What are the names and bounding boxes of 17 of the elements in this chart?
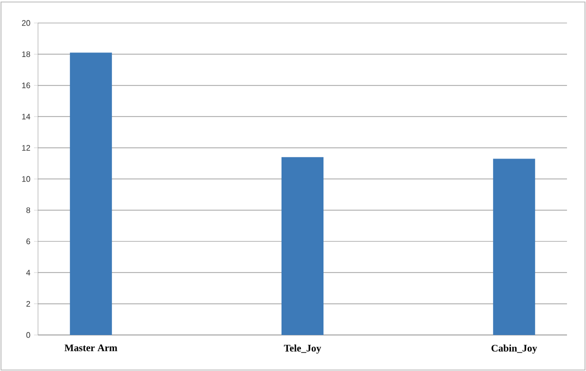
x-tick-label: Master Arm: [64, 344, 118, 352]
y-tick-label: 14: [22, 114, 30, 120]
bar: [70, 52, 112, 335]
y-tick-label: 18: [22, 51, 30, 58]
y-tick-label: 20: [22, 20, 30, 26]
x-tick-label: Cabin_Joy: [492, 344, 538, 354]
y-tick-label: 12: [22, 145, 30, 151]
x-tick-label: Tele_Joy: [284, 344, 322, 354]
y-tick-label: 0: [26, 332, 30, 338]
bar: [493, 158, 536, 335]
y-tick-label: 10: [22, 176, 30, 182]
y-tick-label: 8: [26, 207, 30, 214]
y-tick-label: 6: [26, 238, 30, 244]
y-tick-label: 16: [22, 82, 30, 88]
bar: [282, 157, 324, 335]
y-tick-label: 4: [26, 270, 30, 276]
y-tick-label: 2: [26, 300, 30, 307]
